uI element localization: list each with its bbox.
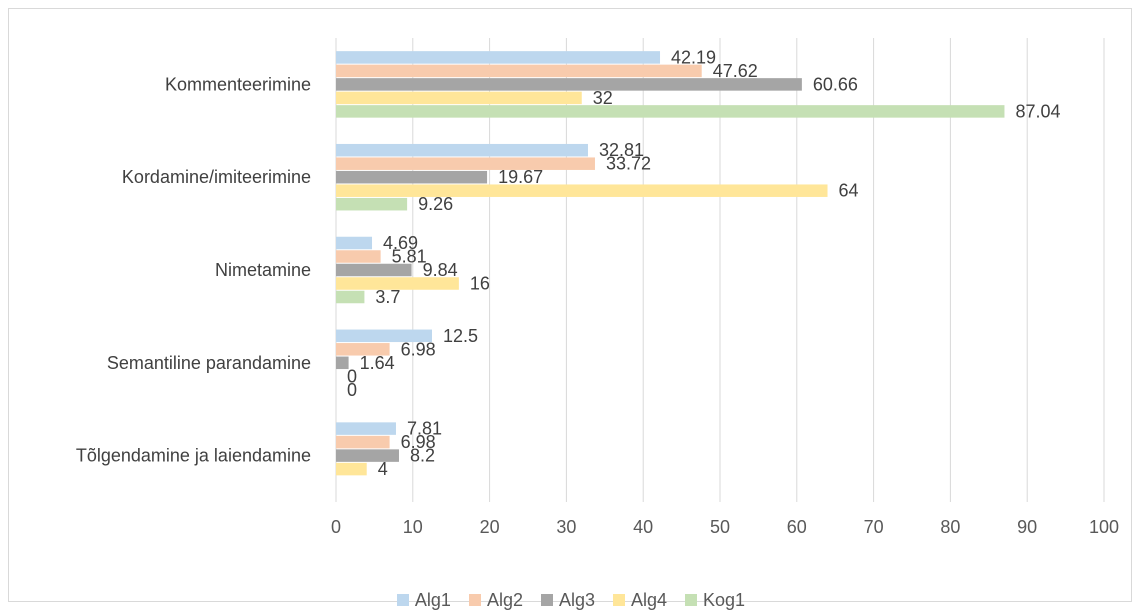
data-label: 6.98 xyxy=(401,432,436,452)
bar-alg1 xyxy=(336,51,661,64)
data-label: 6.98 xyxy=(401,339,436,359)
x-tick-label: 90 xyxy=(1017,517,1037,537)
chart-legend: Alg1 Alg2 Alg3 Alg4 Kog1 xyxy=(0,586,1142,614)
data-label: 47.62 xyxy=(713,61,758,81)
data-label: 19.67 xyxy=(498,167,543,187)
x-tick-label: 40 xyxy=(633,517,653,537)
legend-label: Alg1 xyxy=(414,589,451,610)
bar-alg4 xyxy=(336,184,828,197)
bar-alg1 xyxy=(336,143,588,157)
legend-item-alg1: Alg1 xyxy=(396,589,451,611)
bar-alg2 xyxy=(336,157,595,170)
category-label: Semantiline parandamine xyxy=(107,353,311,373)
bar-alg2 xyxy=(336,435,390,449)
data-label: 60.66 xyxy=(813,74,858,94)
data-label: 0 xyxy=(347,366,357,386)
bar-alg3 xyxy=(336,449,399,462)
legend-swatch xyxy=(540,594,553,606)
legend-label: Alg3 xyxy=(558,589,595,610)
x-tick-label: 10 xyxy=(403,517,423,537)
legend-label: Kog1 xyxy=(703,589,746,610)
bar-alg2 xyxy=(336,64,702,78)
bar-kog1 xyxy=(336,105,1005,118)
legend-item-alg3: Alg3 xyxy=(540,589,595,611)
x-tick-label: 60 xyxy=(787,517,807,537)
data-label: 4 xyxy=(378,459,388,479)
legend-swatch xyxy=(468,594,481,606)
bar-alg4 xyxy=(336,91,582,105)
bar-kog1 xyxy=(336,197,408,211)
data-label: 32 xyxy=(593,88,613,108)
data-label: 5.81 xyxy=(392,247,427,267)
data-label: 9.26 xyxy=(418,194,453,214)
data-label: 33.72 xyxy=(606,154,651,174)
data-label: 9.84 xyxy=(423,260,458,280)
bar-alg1 xyxy=(336,236,373,250)
data-label: 64 xyxy=(839,181,859,201)
data-label: 3.7 xyxy=(375,287,400,307)
data-label: 7.81 xyxy=(407,419,442,439)
data-label: 4.69 xyxy=(383,233,418,253)
data-label: 32.81 xyxy=(599,140,644,160)
data-label: 16 xyxy=(470,274,490,294)
category-label: Kordamine/imiteerimine xyxy=(122,167,311,187)
legend-item-alg4: Alg4 xyxy=(613,590,667,611)
x-tick-label: 100 xyxy=(1089,517,1119,537)
legend-item-kog1: Kog1 xyxy=(685,590,745,611)
x-tick-label: 50 xyxy=(710,517,730,537)
legend-swatch xyxy=(613,594,625,606)
legend-item-alg2: Alg2 xyxy=(468,589,523,611)
category-label: Kommenteerimine xyxy=(165,74,311,94)
x-tick-label: 20 xyxy=(480,517,500,537)
x-tick-label: 70 xyxy=(864,517,884,537)
bar-alg2 xyxy=(336,343,390,356)
data-label: 1.64 xyxy=(360,353,395,373)
x-tick-label: 80 xyxy=(940,517,960,537)
data-label: 12.5 xyxy=(443,326,478,346)
bar-alg3 xyxy=(336,356,349,370)
bar-alg1 xyxy=(336,422,396,435)
category-label: Tõlgendamine ja laiendamine xyxy=(76,446,311,466)
data-label: 8.2 xyxy=(410,446,435,466)
legend-swatch xyxy=(396,594,409,606)
legend-label: Alg4 xyxy=(631,589,668,610)
bar-alg3 xyxy=(336,78,802,91)
bar-kog1 xyxy=(336,290,365,304)
data-label: 42.19 xyxy=(671,47,716,67)
data-label: 87.04 xyxy=(1015,101,1060,121)
legend-label: Alg2 xyxy=(486,589,523,610)
data-label: 0 xyxy=(347,380,357,400)
x-tick-label: 30 xyxy=(556,517,576,537)
legend-swatch xyxy=(685,594,698,606)
bar-alg4 xyxy=(336,462,367,476)
bar-alg4 xyxy=(336,277,459,290)
x-tick-label: 0 xyxy=(331,517,341,537)
category-label: Nimetamine xyxy=(215,260,311,280)
bar-alg2 xyxy=(336,250,381,263)
bar-alg3 xyxy=(336,170,488,184)
bar-alg1 xyxy=(336,329,432,343)
bar-alg3 xyxy=(336,263,412,277)
